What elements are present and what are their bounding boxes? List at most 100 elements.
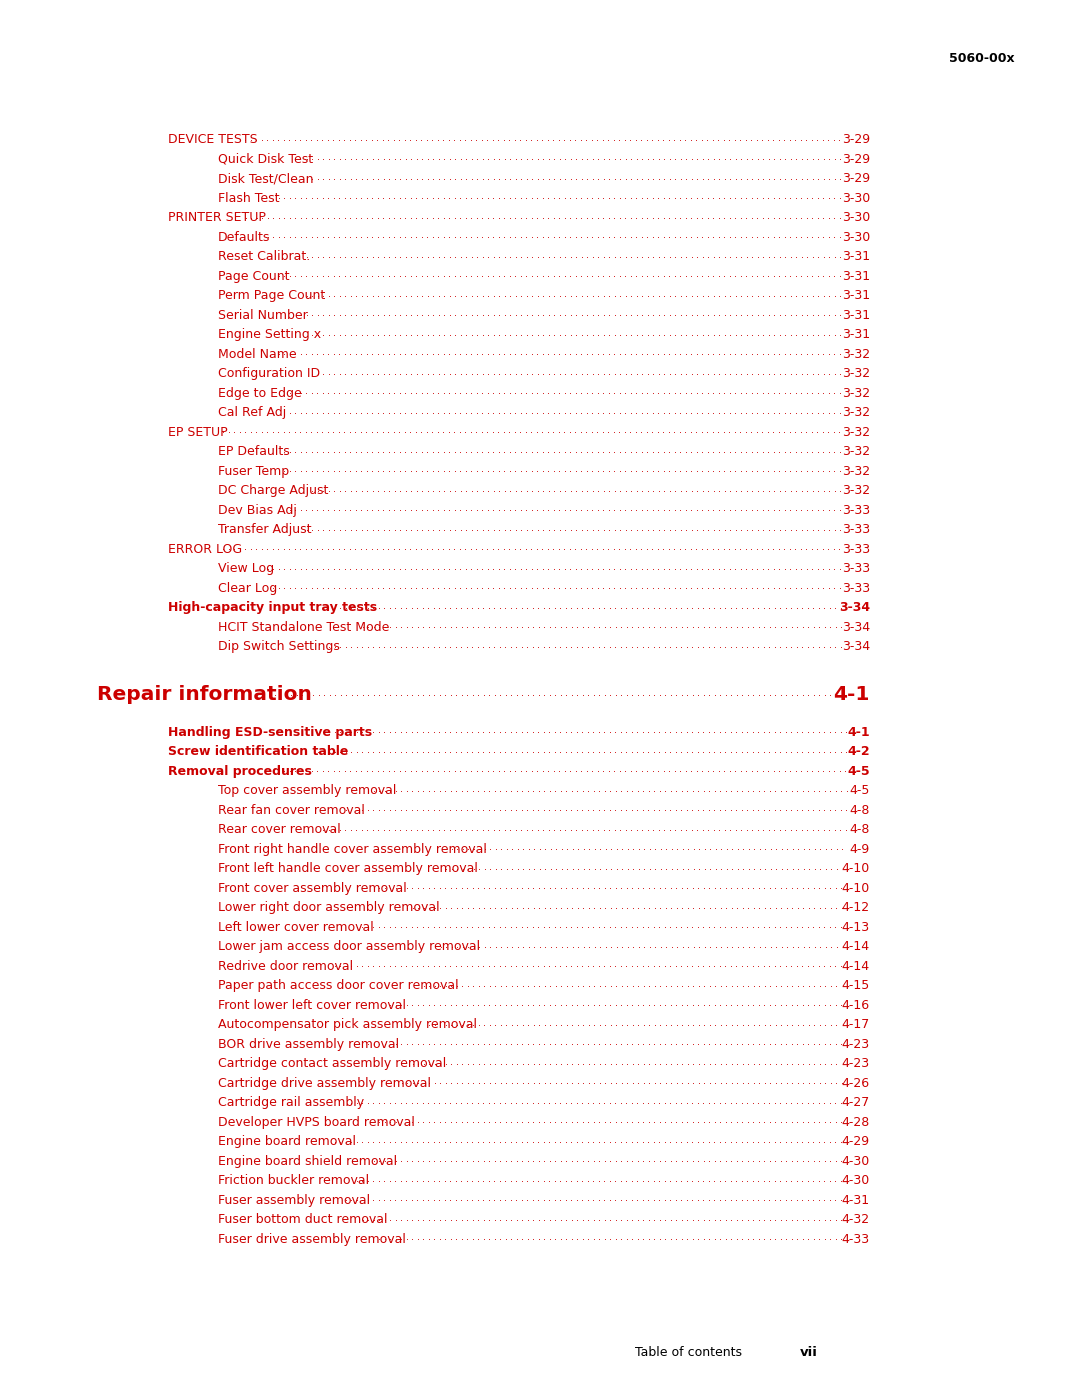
Text: 4-10: 4-10 xyxy=(841,862,870,876)
Text: EP Defaults: EP Defaults xyxy=(218,446,289,458)
Text: View Log: View Log xyxy=(218,562,274,576)
Text: 3-32: 3-32 xyxy=(842,465,870,478)
Text: Quick Disk Test: Quick Disk Test xyxy=(218,152,313,166)
Text: 3-29: 3-29 xyxy=(842,133,870,147)
Text: Removal procedures: Removal procedures xyxy=(168,764,312,778)
Text: 4-14: 4-14 xyxy=(842,940,870,953)
Text: EP SETUP: EP SETUP xyxy=(168,426,228,439)
Text: Fuser bottom duct removal: Fuser bottom duct removal xyxy=(218,1213,388,1227)
Text: 4-16: 4-16 xyxy=(842,999,870,1011)
Text: High-capacity input tray tests: High-capacity input tray tests xyxy=(168,601,377,615)
Text: 3-32: 3-32 xyxy=(842,485,870,497)
Text: PRINTER SETUP: PRINTER SETUP xyxy=(168,211,266,225)
Text: 4-12: 4-12 xyxy=(842,901,870,914)
Text: 4-32: 4-32 xyxy=(842,1213,870,1227)
Text: 3-32: 3-32 xyxy=(842,348,870,360)
Text: Front left handle cover assembly removal: Front left handle cover assembly removal xyxy=(218,862,477,876)
Text: Left lower cover removal: Left lower cover removal xyxy=(218,921,374,933)
Text: Repair information: Repair information xyxy=(97,685,312,704)
Text: Transfer Adjust: Transfer Adjust xyxy=(218,524,311,536)
Text: 3-34: 3-34 xyxy=(839,601,870,615)
Text: 4-10: 4-10 xyxy=(841,882,870,894)
Text: Lower jam access door assembly removal: Lower jam access door assembly removal xyxy=(218,940,481,953)
Text: 3-31: 3-31 xyxy=(842,309,870,321)
Text: Model Name: Model Name xyxy=(218,348,297,360)
Text: 4-33: 4-33 xyxy=(842,1232,870,1246)
Text: Handling ESD-sensitive parts: Handling ESD-sensitive parts xyxy=(168,726,373,739)
Text: HCIT Standalone Test Mode: HCIT Standalone Test Mode xyxy=(218,620,390,634)
Text: 3-30: 3-30 xyxy=(841,211,870,225)
Text: Defaults: Defaults xyxy=(218,231,270,243)
Text: 4-26: 4-26 xyxy=(842,1077,870,1090)
Text: 4-9: 4-9 xyxy=(850,842,870,856)
Text: 3-34: 3-34 xyxy=(842,620,870,634)
Text: 3-33: 3-33 xyxy=(842,543,870,556)
Text: 4-15: 4-15 xyxy=(841,979,870,992)
Text: 4-2: 4-2 xyxy=(848,745,870,759)
Text: DC Charge Adjust: DC Charge Adjust xyxy=(218,485,328,497)
Text: Cartridge contact assembly removal: Cartridge contact assembly removal xyxy=(218,1058,446,1070)
Text: Fuser drive assembly removal: Fuser drive assembly removal xyxy=(218,1232,406,1246)
Text: 4-23: 4-23 xyxy=(842,1058,870,1070)
Text: 4-28: 4-28 xyxy=(841,1116,870,1129)
Text: Dip Switch Settings: Dip Switch Settings xyxy=(218,640,340,654)
Text: 3-31: 3-31 xyxy=(842,328,870,341)
Text: 3-32: 3-32 xyxy=(842,407,870,419)
Text: Autocompensator pick assembly removal: Autocompensator pick assembly removal xyxy=(218,1018,477,1031)
Text: 3-32: 3-32 xyxy=(842,387,870,400)
Text: Engine Setting x: Engine Setting x xyxy=(218,328,321,341)
Text: Fuser assembly removal: Fuser assembly removal xyxy=(218,1194,370,1207)
Text: Front right handle cover assembly removal: Front right handle cover assembly remova… xyxy=(218,842,487,856)
Text: 4-8: 4-8 xyxy=(850,803,870,817)
Text: Configuration ID: Configuration ID xyxy=(218,367,320,380)
Text: Friction buckler removal: Friction buckler removal xyxy=(218,1175,369,1187)
Text: Front lower left cover removal: Front lower left cover removal xyxy=(218,999,406,1011)
Text: Serial Number: Serial Number xyxy=(218,309,308,321)
Text: 4-17: 4-17 xyxy=(841,1018,870,1031)
Text: 3-33: 3-33 xyxy=(842,524,870,536)
Text: 4-27: 4-27 xyxy=(841,1097,870,1109)
Text: 3-29: 3-29 xyxy=(842,152,870,166)
Text: 3-29: 3-29 xyxy=(842,172,870,186)
Text: 3-32: 3-32 xyxy=(842,426,870,439)
Text: Rear cover removal: Rear cover removal xyxy=(218,823,341,837)
Text: ERROR LOG: ERROR LOG xyxy=(168,543,242,556)
Text: Engine board shield removal: Engine board shield removal xyxy=(218,1155,397,1168)
Text: Cartridge rail assembly: Cartridge rail assembly xyxy=(218,1097,364,1109)
Text: 4-30: 4-30 xyxy=(841,1155,870,1168)
Text: 4-8: 4-8 xyxy=(850,823,870,837)
Text: Developer HVPS board removal: Developer HVPS board removal xyxy=(218,1116,415,1129)
Text: 4-5: 4-5 xyxy=(848,764,870,778)
Text: Paper path access door cover removal: Paper path access door cover removal xyxy=(218,979,459,992)
Text: 3-31: 3-31 xyxy=(842,289,870,302)
Text: 3-31: 3-31 xyxy=(842,250,870,263)
Text: Disk Test/Clean: Disk Test/Clean xyxy=(218,172,313,186)
Text: 3-30: 3-30 xyxy=(841,231,870,243)
Text: 5060-00x: 5060-00x xyxy=(949,52,1015,66)
Text: 3-32: 3-32 xyxy=(842,446,870,458)
Text: Cartridge drive assembly removal: Cartridge drive assembly removal xyxy=(218,1077,431,1090)
Text: 3-33: 3-33 xyxy=(842,504,870,517)
Text: 3-30: 3-30 xyxy=(841,191,870,205)
Text: 3-32: 3-32 xyxy=(842,367,870,380)
Text: 4-14: 4-14 xyxy=(842,960,870,972)
Text: Cal Ref Adj: Cal Ref Adj xyxy=(218,407,286,419)
Text: Page Count: Page Count xyxy=(218,270,289,282)
Text: 4-23: 4-23 xyxy=(842,1038,870,1051)
Text: Redrive door removal: Redrive door removal xyxy=(218,960,353,972)
Text: 4-31: 4-31 xyxy=(842,1194,870,1207)
Text: Edge to Edge: Edge to Edge xyxy=(218,387,301,400)
Text: 4-29: 4-29 xyxy=(842,1136,870,1148)
Text: 4-1: 4-1 xyxy=(834,685,870,704)
Text: 3-34: 3-34 xyxy=(842,640,870,654)
Text: 4-30: 4-30 xyxy=(841,1175,870,1187)
Text: Reset Calibrat.: Reset Calibrat. xyxy=(218,250,310,263)
Text: DEVICE TESTS: DEVICE TESTS xyxy=(168,133,258,147)
Text: 4-5: 4-5 xyxy=(850,784,870,798)
Text: Front cover assembly removal: Front cover assembly removal xyxy=(218,882,407,894)
Text: vii: vii xyxy=(800,1345,818,1358)
Text: Perm Page Count: Perm Page Count xyxy=(218,289,325,302)
Text: Flash Test: Flash Test xyxy=(218,191,280,205)
Text: 3-31: 3-31 xyxy=(842,270,870,282)
Text: Clear Log: Clear Log xyxy=(218,581,278,595)
